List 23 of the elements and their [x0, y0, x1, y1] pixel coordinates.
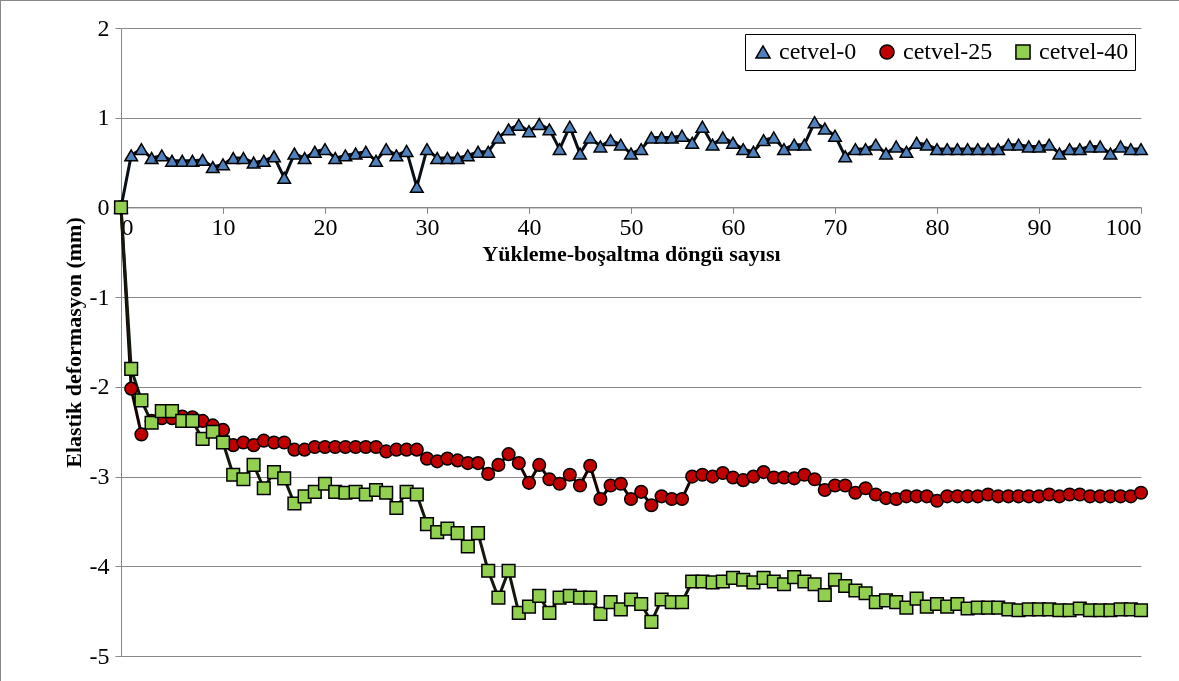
x-tick-label: 70 [823, 213, 848, 240]
x-tick-label: 100 [1105, 213, 1142, 240]
x-tick-label: 90 [1027, 213, 1052, 240]
x-tick-label: 40 [517, 213, 542, 240]
y-tick-label: -3 [89, 463, 110, 490]
y-tick-label: -4 [89, 552, 110, 579]
x-tick-label: 80 [925, 213, 950, 240]
y-tick-label: 0 [97, 193, 110, 220]
x-tick-label: 20 [313, 213, 338, 240]
y-tick-label: -2 [89, 373, 110, 400]
legend-label: cetvel-25 [903, 38, 993, 64]
y-axis-title: Elastik deformasyon (mm) [60, 217, 86, 468]
y-tick-label: 2 [97, 14, 110, 41]
legend-label: cetvel-40 [1039, 38, 1129, 64]
x-axis-title: Yükleme-boşaltma döngü sayısı [482, 240, 781, 266]
y-tick-label: -1 [89, 283, 110, 310]
y-tick-label: 1 [97, 104, 110, 131]
legend-label: cetvel-0 [779, 38, 857, 64]
x-tick-label: 50 [619, 213, 644, 240]
x-tick-label: 10 [211, 213, 236, 240]
y-tick-label: -5 [89, 642, 110, 669]
x-tick-label: 30 [415, 213, 440, 240]
x-tick-label: 60 [721, 213, 746, 240]
